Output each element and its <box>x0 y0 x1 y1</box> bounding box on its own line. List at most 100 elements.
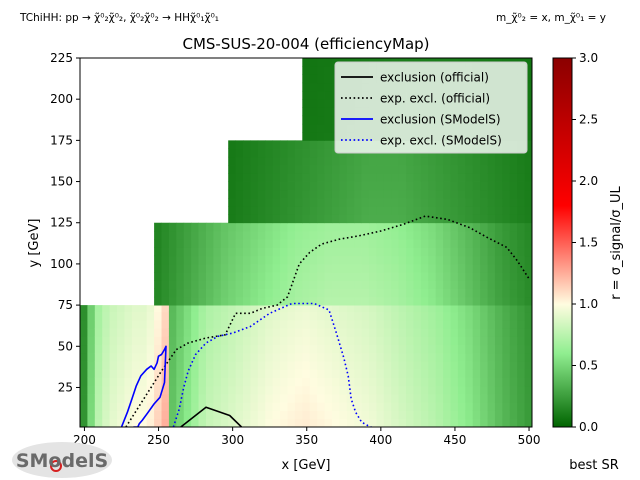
heatmap-cell <box>331 181 340 191</box>
heatmap-cell <box>443 344 451 354</box>
heatmap-cell <box>220 311 229 321</box>
heatmap-cell <box>420 377 429 387</box>
heatmap-cell <box>272 230 281 240</box>
heatmap-cell <box>354 214 362 224</box>
heatmap-cell <box>280 336 288 346</box>
heatmap-cell <box>117 305 125 313</box>
heatmap-cell <box>235 311 244 321</box>
heatmap-cell <box>420 272 429 281</box>
heatmap-cell <box>235 385 244 395</box>
heatmap-cell <box>213 402 222 411</box>
heatmap-cell <box>502 385 511 395</box>
heatmap-cell <box>191 352 199 362</box>
heatmap-cell <box>346 181 355 191</box>
heatmap-cell <box>317 255 325 265</box>
heatmap-cell <box>502 222 511 232</box>
heatmap-cell <box>102 410 111 420</box>
heatmap-cell <box>406 305 414 313</box>
heatmap-cell <box>228 305 237 313</box>
heatmap-cell <box>502 181 511 191</box>
heatmap-cell <box>161 288 170 298</box>
heatmap-cell <box>391 336 400 346</box>
heatmap-cell <box>428 361 437 370</box>
heatmap-cell <box>324 352 333 362</box>
heatmap-cell <box>257 410 266 420</box>
heatmap-cell <box>443 214 451 224</box>
heatmap-cell <box>517 328 525 337</box>
heatmap-cell <box>317 214 325 224</box>
heatmap-cell <box>265 189 274 199</box>
colorbar-tick-label: 2.5 <box>579 113 598 127</box>
heatmap-cell <box>480 352 488 362</box>
heatmap-cell <box>183 272 192 281</box>
heatmap-cell <box>117 410 125 420</box>
heatmap-cell <box>406 369 414 378</box>
heatmap-cell <box>457 311 466 321</box>
heatmap-cell <box>443 394 451 403</box>
heatmap-cell <box>494 230 503 240</box>
heatmap-cell <box>406 410 414 420</box>
heatmap-cell <box>250 173 259 182</box>
heatmap-cell <box>435 156 444 166</box>
heatmap-cell <box>272 328 281 337</box>
heatmap-cell <box>87 311 96 321</box>
heatmap-cell <box>406 239 414 248</box>
heatmap-cell <box>198 369 207 378</box>
heatmap-cell <box>154 222 162 232</box>
heatmap-cell <box>257 173 266 182</box>
heatmap-cell <box>191 402 199 411</box>
heatmap-cell <box>502 198 511 207</box>
heatmap-cell <box>420 394 429 403</box>
heatmap-cell <box>176 255 185 265</box>
heatmap-cell <box>420 263 429 273</box>
heatmap-cell <box>435 173 444 182</box>
heatmap-cell <box>524 263 532 273</box>
heatmap-cell <box>406 173 414 182</box>
heatmap-cell <box>287 288 296 298</box>
heatmap-cell <box>280 410 288 420</box>
heatmap-cell <box>339 402 348 411</box>
heatmap-cell <box>139 344 148 354</box>
heatmap-cell <box>465 402 474 411</box>
heatmap-cell <box>361 344 370 354</box>
heatmap-cell <box>465 385 474 395</box>
heatmap-cell <box>168 319 177 329</box>
heatmap-cell <box>413 247 422 257</box>
heatmap-cell <box>294 377 303 387</box>
heatmap-cell <box>413 352 422 362</box>
heatmap-cell <box>480 156 488 166</box>
heatmap-cell <box>280 288 288 298</box>
heatmap-cell <box>435 328 444 337</box>
heatmap-cell <box>228 222 237 232</box>
heatmap-cell <box>317 82 325 92</box>
heatmap-cell <box>191 239 199 248</box>
heatmap-cell <box>494 336 503 346</box>
heatmap-cell <box>331 272 340 281</box>
heatmap-cell <box>205 344 214 354</box>
heatmap-cell <box>465 361 474 370</box>
heatmap-cell <box>435 377 444 387</box>
heatmap-cell <box>428 189 437 199</box>
heatmap-cell <box>465 410 474 420</box>
heatmap-cell <box>354 402 362 411</box>
heatmap-cell <box>502 189 511 199</box>
heatmap-cell <box>494 305 503 313</box>
heatmap-cell <box>443 165 451 174</box>
heatmap-cell <box>346 305 355 313</box>
heatmap-cell <box>124 311 133 321</box>
heatmap-cell <box>413 156 422 166</box>
heatmap-cell <box>361 410 370 420</box>
heatmap-cell <box>317 319 325 329</box>
heatmap-cell <box>80 311 88 321</box>
heatmap-cell <box>383 272 392 281</box>
heatmap-cell <box>376 255 385 265</box>
heatmap-cell <box>265 402 274 411</box>
heatmap-cell <box>472 280 481 290</box>
heatmap-cell <box>509 255 518 265</box>
heatmap-cell <box>302 280 311 290</box>
heatmap-cell <box>361 206 370 215</box>
heatmap-cell <box>487 288 496 298</box>
heatmap-cell <box>368 280 377 290</box>
heatmap-cell <box>457 385 466 395</box>
heatmap-cell <box>302 74 311 84</box>
